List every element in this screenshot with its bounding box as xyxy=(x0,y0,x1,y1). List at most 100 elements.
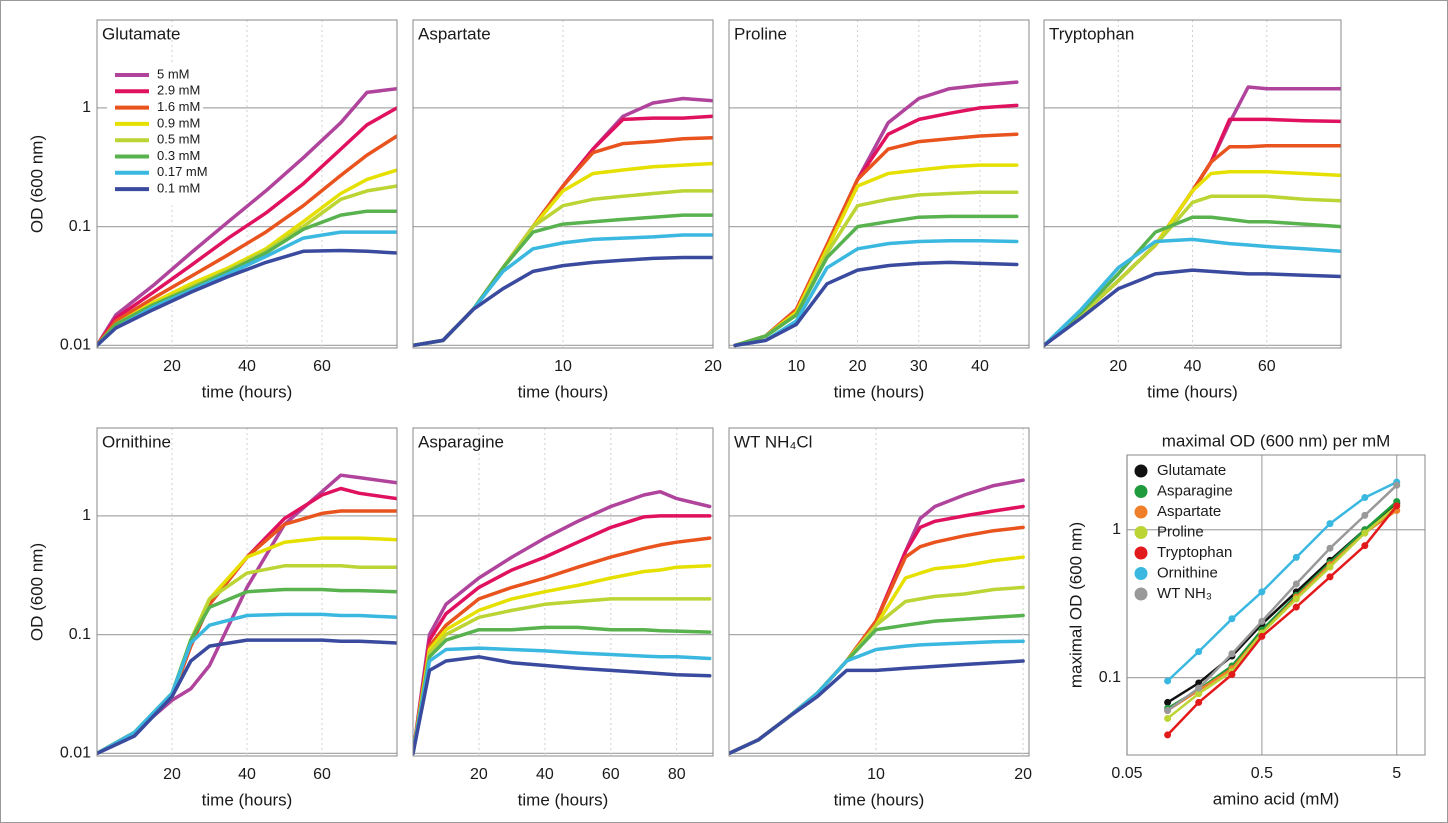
x-tick-label: 20 xyxy=(1014,766,1032,783)
series-marker xyxy=(1326,563,1334,571)
x-tick-label: 60 xyxy=(602,766,620,783)
x-tick-label: 60 xyxy=(313,766,331,783)
series-line xyxy=(97,248,397,348)
y-tick-label: 0.1 xyxy=(69,218,91,235)
series-line xyxy=(97,638,397,756)
legend-label: 0.5 mM xyxy=(157,132,200,147)
plot-frame xyxy=(412,19,714,349)
series-marker xyxy=(1361,494,1369,502)
series-line xyxy=(733,260,1019,348)
legend-marker xyxy=(1134,464,1148,478)
x-axis-label: time (hours) xyxy=(834,382,925,401)
y-tick-label: 1 xyxy=(1112,521,1121,538)
x-axis-label: time (hours) xyxy=(518,790,609,809)
series-marker xyxy=(1292,553,1300,561)
series-line xyxy=(413,255,713,348)
series-line xyxy=(97,134,397,348)
series-marker xyxy=(1326,544,1334,552)
series-marker xyxy=(1393,481,1401,489)
series-marker xyxy=(1164,731,1172,739)
panel-title: Tryptophan xyxy=(1049,24,1134,43)
y-tick-label: 1 xyxy=(82,507,91,524)
series-marker xyxy=(1195,698,1203,706)
y-tick-label: 0.01 xyxy=(60,745,91,762)
legend-label: 0.9 mM xyxy=(157,115,200,130)
x-tick-label: 30 xyxy=(910,358,928,375)
panel-title: Glutamate xyxy=(102,24,180,43)
legend-label: Ornithine xyxy=(1157,564,1218,581)
legend-label: Proline xyxy=(1157,523,1204,540)
legend-label: Aspartate xyxy=(1157,503,1221,520)
series-line xyxy=(1166,504,1398,720)
series-marker xyxy=(1195,648,1203,656)
x-tick-label: 0.5 xyxy=(1251,765,1273,782)
x-tick-label: 80 xyxy=(668,766,686,783)
series-marker xyxy=(1228,615,1236,623)
x-axis-label: time (hours) xyxy=(518,382,609,401)
series-line xyxy=(1166,480,1398,683)
x-tick-label: 10 xyxy=(787,358,805,375)
x-axis-label: time (hours) xyxy=(834,790,925,809)
x-tick-label: 10 xyxy=(554,358,572,375)
legend-label: Asparagine xyxy=(1157,482,1233,499)
series-marker xyxy=(1164,706,1172,714)
series-marker xyxy=(1393,502,1401,510)
series-line xyxy=(729,659,1025,756)
x-tick-label: 40 xyxy=(536,766,554,783)
x-tick-label: 20 xyxy=(849,358,867,375)
series-line xyxy=(413,597,712,756)
x-tick-label: 60 xyxy=(1258,358,1276,375)
panel-title: Aspartate xyxy=(418,24,491,43)
legend-label: 5 mM xyxy=(157,66,190,81)
y-tick-label: 0.1 xyxy=(69,626,91,643)
x-tick-label: 40 xyxy=(238,358,256,375)
series-line xyxy=(1044,194,1341,348)
series-marker xyxy=(1326,520,1334,528)
legend-marker xyxy=(1134,546,1148,560)
series-line xyxy=(413,646,712,756)
plot-area xyxy=(413,428,713,756)
legend-label: Glutamate xyxy=(1157,462,1226,479)
series-line xyxy=(413,489,712,756)
legend-label: 1.6 mM xyxy=(157,99,200,114)
series-line xyxy=(1166,504,1398,737)
plot-frame xyxy=(1126,454,1426,756)
series-line xyxy=(1166,483,1398,712)
series-marker xyxy=(1195,684,1203,692)
series-marker xyxy=(1292,580,1300,588)
series-line xyxy=(413,625,712,756)
series-marker xyxy=(1361,511,1369,519)
x-tick-label: 60 xyxy=(313,358,331,375)
series-marker xyxy=(1361,529,1369,537)
series-marker xyxy=(1258,588,1266,596)
series-group xyxy=(733,80,1019,348)
legend-marker xyxy=(1134,505,1148,519)
series-line xyxy=(733,214,1019,348)
plot-frame xyxy=(1043,19,1342,349)
x-tick-label: 20 xyxy=(163,358,181,375)
series-group xyxy=(413,489,712,756)
plot-frame xyxy=(96,427,398,757)
plot-frame xyxy=(728,19,1030,349)
series-group xyxy=(97,473,397,756)
series-marker xyxy=(1164,698,1172,706)
legend-marker xyxy=(1134,485,1148,498)
series-marker xyxy=(1228,650,1236,658)
x-tick-label: 10 xyxy=(867,766,885,783)
x-tick-label: 5 xyxy=(1392,765,1401,782)
y-axis-label: OD (600 nm) xyxy=(27,135,46,233)
legend-label: 0.3 mM xyxy=(157,148,200,163)
series-line xyxy=(413,655,712,756)
x-axis-label: time (hours) xyxy=(1147,382,1238,401)
plot-frame xyxy=(412,427,714,757)
series-marker xyxy=(1258,632,1266,640)
series-marker xyxy=(1292,603,1300,611)
series-marker xyxy=(1195,690,1203,698)
plot-area xyxy=(729,20,1029,348)
series-line xyxy=(1044,237,1341,348)
legend-label: WT NH₃ xyxy=(1157,585,1212,602)
x-axis-label: time (hours) xyxy=(202,382,293,401)
series-group xyxy=(1044,85,1341,348)
series-line xyxy=(97,86,397,348)
